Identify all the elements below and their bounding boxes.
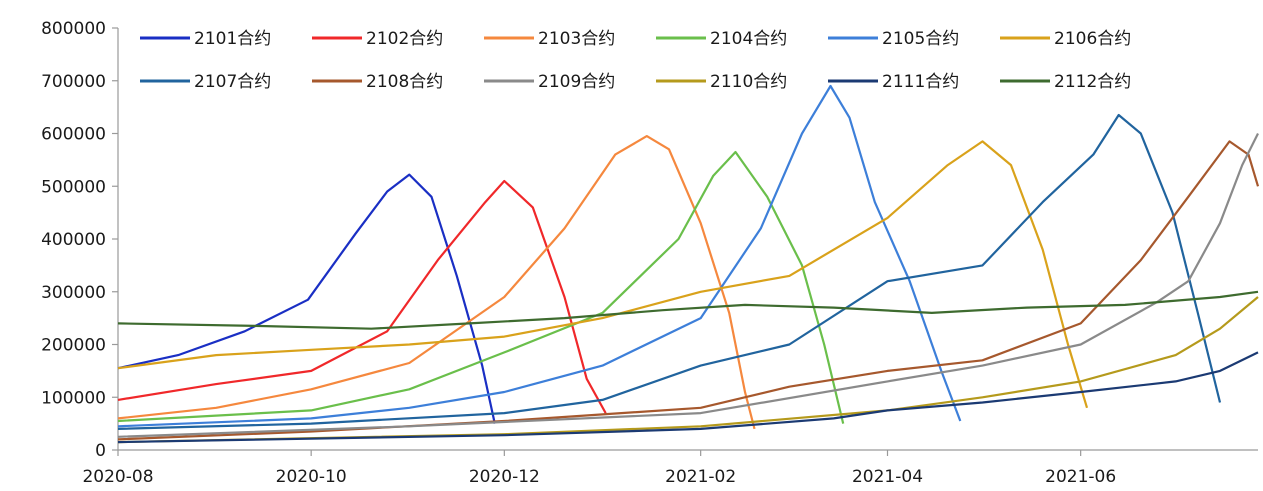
legend-label: 2112合约 xyxy=(1054,72,1131,92)
y-tick-label: 700000 xyxy=(41,72,106,92)
y-tick-label: 600000 xyxy=(41,125,106,145)
legend-label: 2102合约 xyxy=(366,29,443,49)
x-tick-label: 2021-06 xyxy=(1045,467,1116,487)
legend-label: 2109合约 xyxy=(538,72,615,92)
legend-label: 2104合约 xyxy=(710,29,787,49)
legend-label: 2101合约 xyxy=(194,29,271,49)
x-tick-label: 2021-04 xyxy=(852,467,923,487)
series-line-2109合约 xyxy=(117,133,1259,438)
series-line-2103合约 xyxy=(117,135,756,430)
y-axis: 0 100000 200000 300000 400000 500000 600000 700… xyxy=(41,19,119,461)
series-line-2104合约 xyxy=(117,150,845,424)
legend-label: 2110合约 xyxy=(710,72,787,92)
legend-label: 2103合约 xyxy=(538,29,615,49)
series-line-2111合约 xyxy=(117,351,1259,444)
series-line-2112合约 xyxy=(117,290,1259,330)
y-tick-label: 0 xyxy=(95,441,106,461)
x-tick-label: 2020-08 xyxy=(82,467,153,487)
x-axis: 2020-08 2020-10 2020-12 2021-02 2021-04 2021-… xyxy=(82,449,1258,487)
y-tick-label: 800000 xyxy=(41,19,106,39)
legend-label: 2106合约 xyxy=(1054,29,1131,49)
legend-label: 2105合约 xyxy=(882,29,959,49)
y-tick-label: 100000 xyxy=(41,388,106,408)
series-line-2101合约 xyxy=(117,173,496,424)
y-tick-label: 300000 xyxy=(41,283,106,303)
y-tick-label: 500000 xyxy=(41,177,106,197)
legend-label: 2111合约 xyxy=(882,72,959,92)
x-tick-label: 2020-12 xyxy=(469,467,540,487)
series-line-2106合约 xyxy=(117,140,1089,409)
y-tick-label: 200000 xyxy=(41,336,106,356)
series-line-2107合约 xyxy=(117,113,1222,430)
x-tick-label: 2021-02 xyxy=(665,467,736,487)
legend-label: 2108合约 xyxy=(366,72,443,92)
series-line-2110合约 xyxy=(117,296,1259,444)
series-layer xyxy=(117,84,1260,444)
series-line-2102合约 xyxy=(117,179,607,414)
y-tick-label: 400000 xyxy=(41,230,106,250)
legend-label: 2107合约 xyxy=(194,72,271,92)
series-line-2105合约 xyxy=(117,84,962,428)
legend: 2101合约 2102合约 2103合约 2104合约 2105合约 2106合约 2107… xyxy=(140,29,1131,92)
x-tick-label: 2020-10 xyxy=(276,467,347,487)
